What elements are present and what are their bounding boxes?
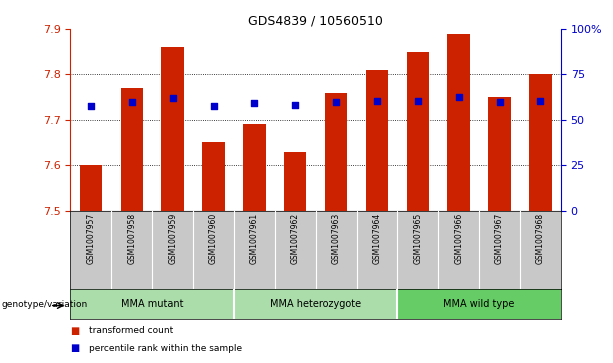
Text: transformed count: transformed count xyxy=(89,326,173,335)
Text: GSM1007958: GSM1007958 xyxy=(128,213,136,264)
Point xyxy=(86,103,96,109)
Point xyxy=(454,94,463,100)
Text: genotype/variation: genotype/variation xyxy=(1,299,88,309)
Bar xyxy=(80,165,102,211)
Text: GSM1007968: GSM1007968 xyxy=(536,213,545,264)
Bar xyxy=(406,52,429,211)
Bar xyxy=(243,124,265,211)
Point xyxy=(495,99,504,105)
Bar xyxy=(121,88,143,211)
Text: ■: ■ xyxy=(70,343,80,353)
Point xyxy=(249,100,259,106)
Bar xyxy=(70,289,234,319)
Point xyxy=(291,102,300,108)
Text: GSM1007959: GSM1007959 xyxy=(168,213,177,264)
Bar xyxy=(447,34,470,211)
Text: GSM1007964: GSM1007964 xyxy=(373,213,381,264)
Title: GDS4839 / 10560510: GDS4839 / 10560510 xyxy=(248,15,383,28)
Text: GSM1007962: GSM1007962 xyxy=(291,213,300,264)
Point xyxy=(208,103,218,109)
Bar xyxy=(489,97,511,211)
Text: GSM1007965: GSM1007965 xyxy=(413,213,422,264)
Text: MMA wild type: MMA wild type xyxy=(443,299,515,309)
Point xyxy=(331,99,341,105)
Bar xyxy=(366,70,388,211)
Bar xyxy=(202,142,225,211)
Text: GSM1007961: GSM1007961 xyxy=(250,213,259,264)
Text: GSM1007963: GSM1007963 xyxy=(332,213,341,264)
Text: GSM1007966: GSM1007966 xyxy=(454,213,463,264)
Bar xyxy=(161,47,184,211)
Point xyxy=(372,98,382,104)
Text: percentile rank within the sample: percentile rank within the sample xyxy=(89,344,242,353)
Bar xyxy=(284,152,306,211)
Text: MMA mutant: MMA mutant xyxy=(121,299,183,309)
Point xyxy=(413,98,423,104)
Text: ■: ■ xyxy=(70,326,80,336)
Text: GSM1007957: GSM1007957 xyxy=(86,213,96,264)
Point xyxy=(127,99,137,105)
Bar xyxy=(234,289,397,319)
Text: GSM1007967: GSM1007967 xyxy=(495,213,504,264)
Bar xyxy=(529,74,552,211)
Point xyxy=(536,98,546,104)
Text: MMA heterozygote: MMA heterozygote xyxy=(270,299,361,309)
Bar xyxy=(397,289,561,319)
Text: GSM1007960: GSM1007960 xyxy=(209,213,218,264)
Point xyxy=(168,95,178,101)
Bar xyxy=(325,93,348,211)
